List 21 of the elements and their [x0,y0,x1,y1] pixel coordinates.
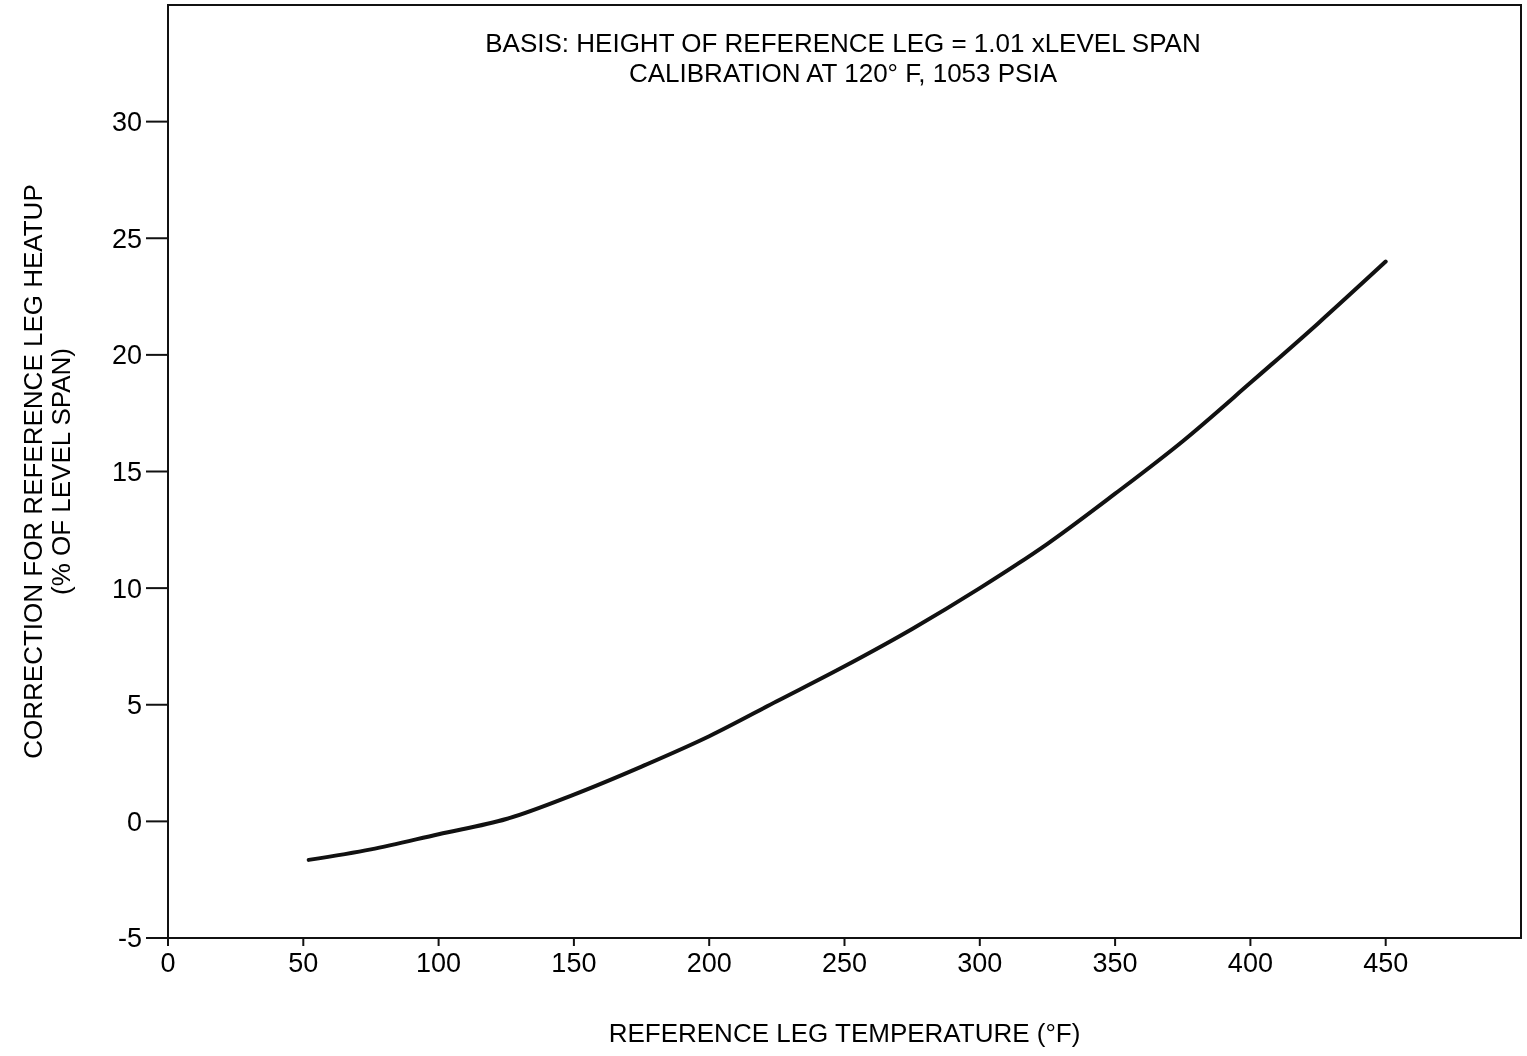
y-tick-label: 25 [111,223,142,254]
x-tick-label: 150 [551,948,597,978]
y-tick-label: 20 [111,340,142,371]
y-tick-label: -5 [117,923,142,954]
y-tick-label: 5 [126,690,142,721]
x-tick-label: 0 [160,948,176,978]
y-tick-label: 30 [111,107,142,138]
y-tick-label: 10 [111,573,142,604]
x-tick-label: 200 [686,948,732,978]
x-tick-label: 250 [821,948,868,978]
x-tick-label: 400 [1227,948,1273,978]
y-tick-label: 0 [126,806,142,837]
x-tick-label: 300 [957,948,1003,978]
x-tick-label: 100 [416,948,462,978]
x-tick-label: 350 [1092,948,1138,978]
text: BASIS: HEIGHT OF REFERENCE LEG = 1.01 xLEVEL SPAN CALIBRATION AT 120° F, 1053 PSIA [485,28,1201,88]
x-axis-title: REFERENCE LEG TEMPERATURE (°F) [608,1018,1081,1048]
y-tick-label: 15 [111,456,142,487]
x-tick-label: 50 [288,948,319,978]
y-axis-title: CORRECTION FOR REFERENCE LEG HEATUP (% OF LEVEL SPAN) [18,184,76,759]
x-tick-label: 450 [1363,948,1409,978]
